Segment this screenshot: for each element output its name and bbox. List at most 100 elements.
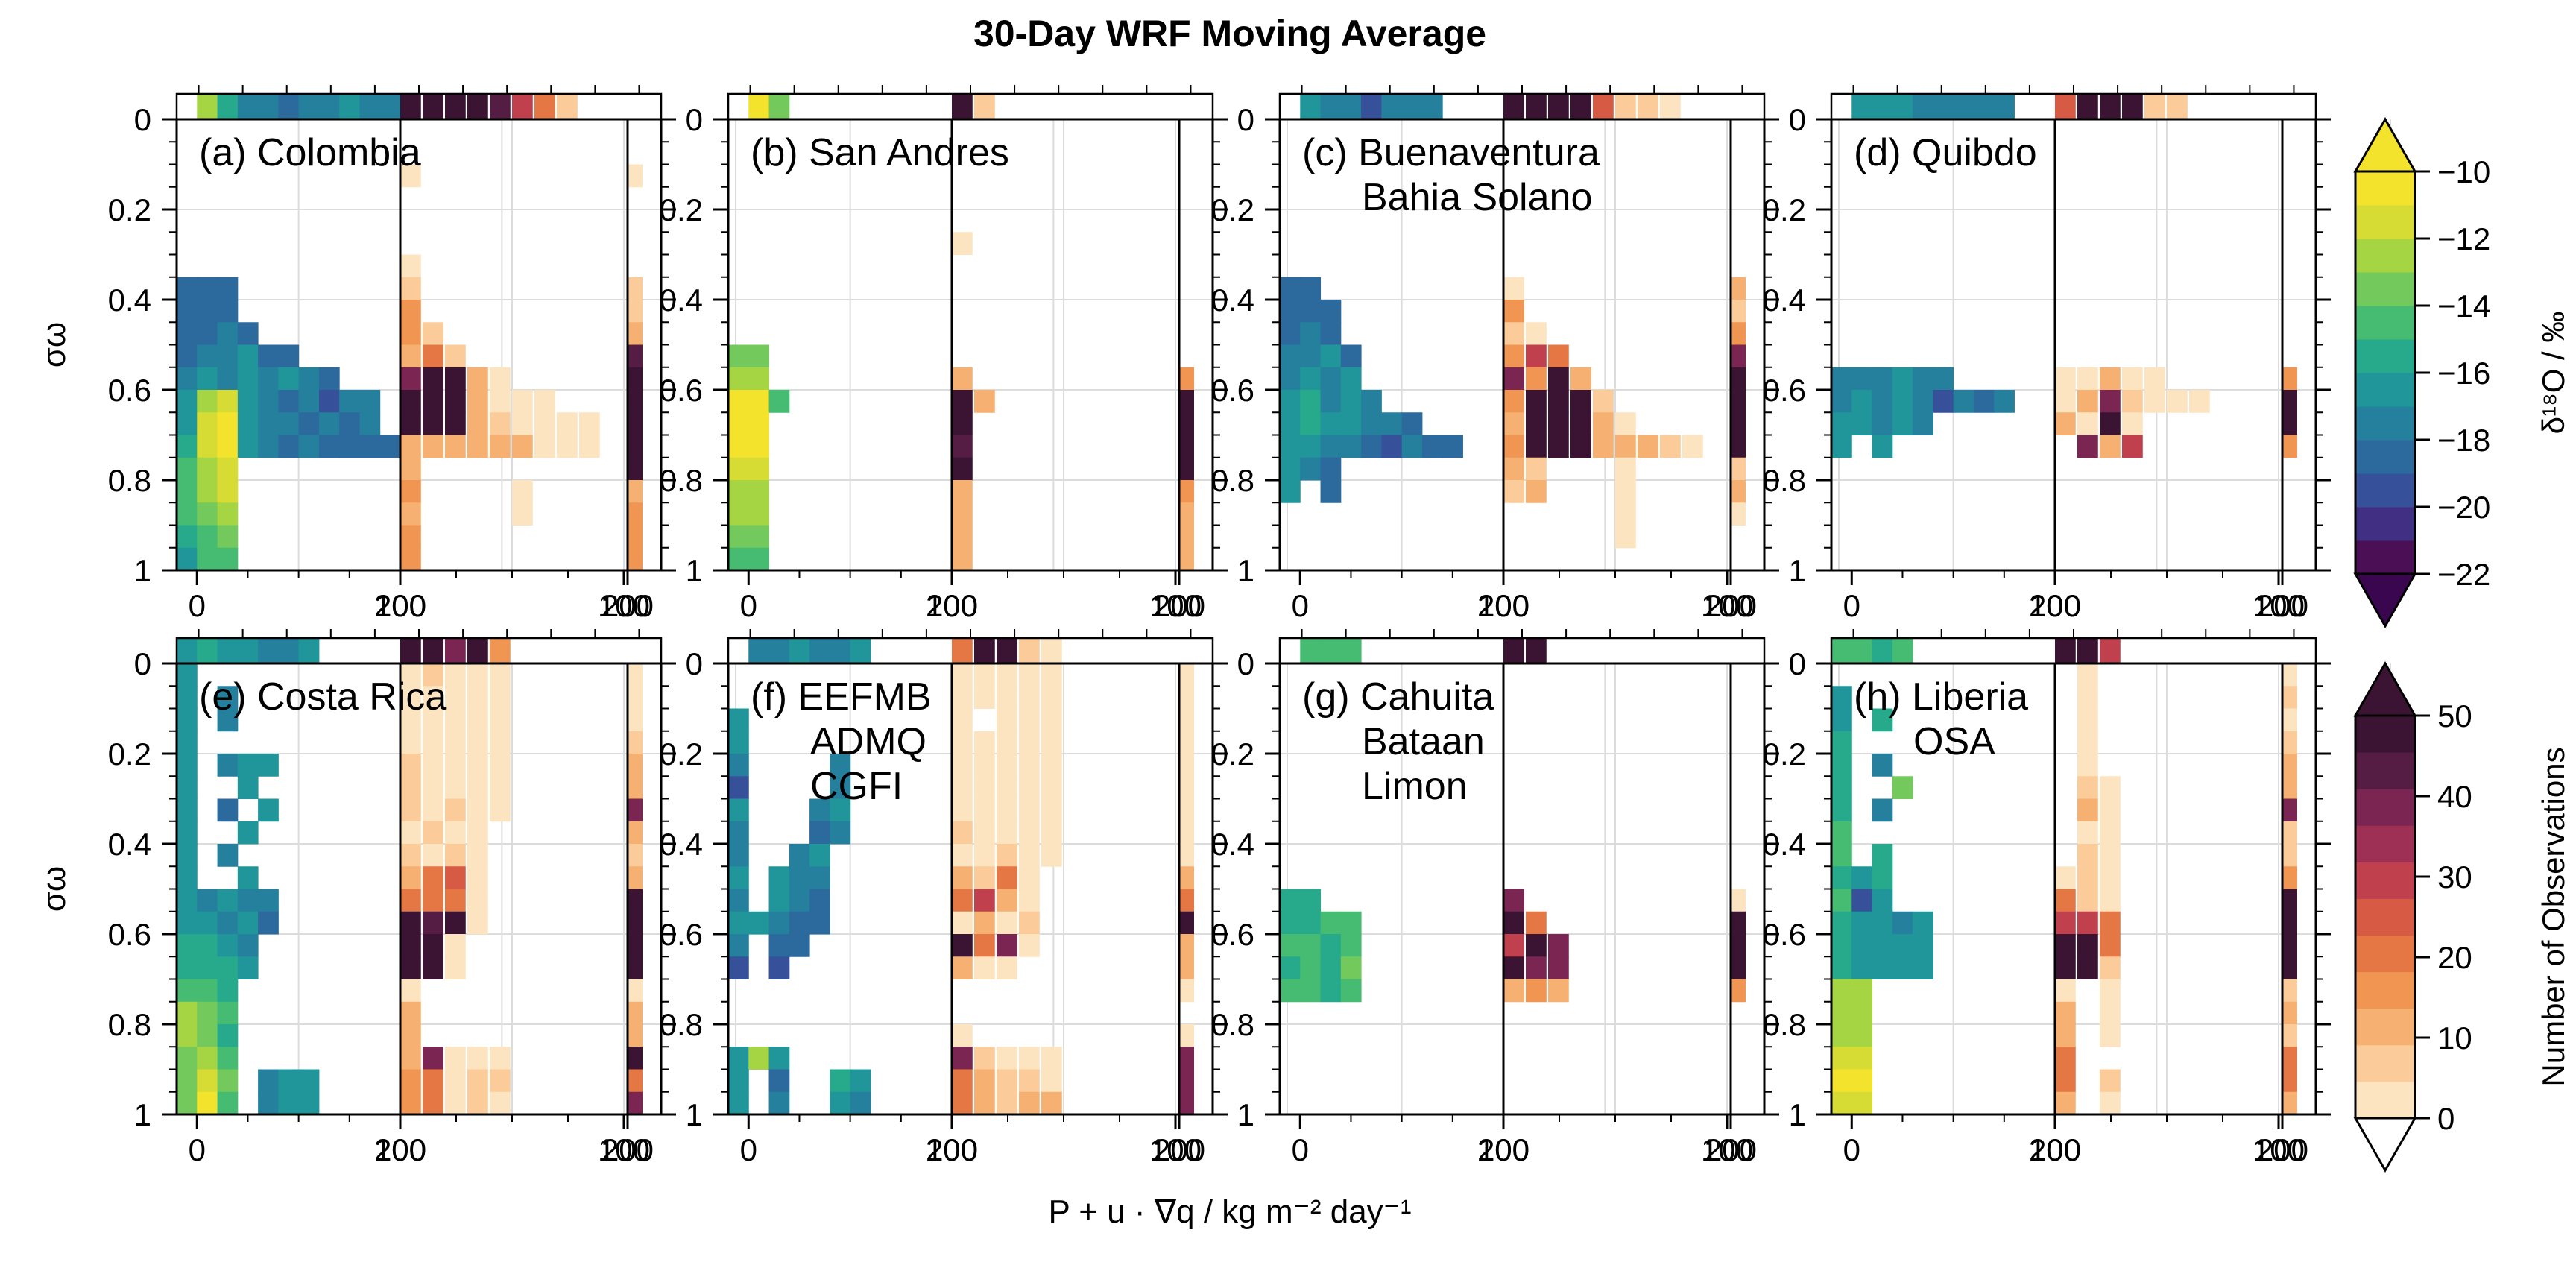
y-tick-label: 1 (1789, 553, 1806, 588)
marginal-cell (1179, 754, 1194, 777)
precip-cell (318, 412, 340, 435)
advection-cell (2055, 1091, 2076, 1115)
marginal-cell (628, 708, 643, 732)
precip-cell (237, 322, 259, 345)
precip-cell (728, 776, 749, 799)
precip-cell (177, 1069, 198, 1093)
advection-cell (2055, 412, 2076, 435)
precip-cell (177, 731, 198, 754)
advection-cell (423, 889, 443, 912)
precip-cell (217, 911, 239, 935)
precip-cell (1872, 708, 1893, 732)
precip-cell (1320, 322, 1342, 345)
precip-cell (1892, 412, 1913, 435)
advection-cell (952, 412, 973, 435)
y-tick-label: 0.2 (108, 192, 151, 227)
precip-cell (177, 1001, 198, 1025)
marginal-cell (1179, 708, 1194, 732)
x-tick-label: 200 (602, 1132, 654, 1167)
top-marginal-cell (830, 638, 851, 663)
precip-cell (1852, 1069, 1873, 1093)
precip-cell (177, 525, 198, 549)
marginal-cell (2282, 754, 2297, 777)
x-tick-label: 0 (189, 1132, 206, 1167)
marginal-cell (2282, 1091, 2297, 1115)
marginal-cell (1179, 1091, 1194, 1115)
precip-cell (1361, 435, 1382, 458)
advection-cell (400, 708, 421, 732)
advection-cell (467, 754, 488, 777)
advection-cell (952, 866, 973, 889)
colorbar-segment (2355, 406, 2415, 441)
advection-cell (997, 889, 1017, 912)
precip-cell (217, 502, 239, 526)
precip-cell (1280, 322, 1301, 345)
top-marginal-cell (1361, 94, 1382, 119)
precip-cell (217, 1024, 239, 1047)
marginal-cell (628, 344, 643, 368)
advection-cell (400, 1069, 421, 1093)
marginal-cell (2282, 663, 2297, 687)
precip-cell (728, 821, 749, 845)
colorbar-label: δ¹⁸O / ‰ (2536, 312, 2571, 435)
advection-cell (2077, 686, 2098, 709)
advection-cell (2077, 708, 2098, 732)
advection-cell (997, 754, 1017, 777)
advection-cell (445, 1091, 466, 1115)
precip-cell (197, 457, 218, 481)
colorbar-segment (2355, 898, 2415, 936)
precip-cell (217, 934, 239, 957)
x-tick-label: 200 (602, 588, 654, 623)
marginal-cell (1731, 412, 1746, 435)
precip-cell (748, 344, 770, 368)
advection-cell (997, 911, 1017, 935)
advection-cell (2077, 390, 2098, 413)
advection-cell (2122, 435, 2143, 458)
top-marginal-cell (237, 638, 259, 663)
precip-cell (1872, 956, 1893, 979)
advection-cell (952, 776, 973, 799)
precip-cell (177, 844, 198, 867)
advection-cell (2055, 956, 2076, 979)
precip-cell (1872, 390, 1893, 413)
precip-cell (1852, 911, 1873, 935)
colorbar-segment (2355, 239, 2415, 273)
advection-cell (445, 367, 466, 391)
advection-cell (579, 412, 600, 435)
advection-cell (2055, 1024, 2076, 1047)
top-marginal-cell (1320, 94, 1342, 119)
top-marginal-cell (1852, 94, 1873, 119)
advection-cell (2100, 979, 2121, 1003)
advection-cell (490, 708, 511, 732)
advection-cell (1019, 754, 1040, 777)
precip-cell (1300, 979, 1322, 1003)
colorbar-tick-label: −22 (2437, 557, 2490, 592)
precip-cell (217, 322, 239, 345)
marginal-cell (1179, 866, 1194, 889)
advection-cell (467, 844, 488, 867)
advection-cell (1019, 686, 1040, 709)
precip-cell (217, 412, 239, 435)
precip-cell (217, 1069, 239, 1093)
precip-cell (768, 934, 790, 957)
marginal-cell (1731, 344, 1746, 368)
advection-cell (423, 1047, 443, 1070)
marginal-cell (628, 525, 643, 549)
precip-cell (1300, 322, 1322, 345)
marginal-cell (1731, 480, 1746, 503)
precip-cell (768, 911, 790, 935)
advection-cell (2144, 367, 2165, 391)
precip-cell (830, 776, 851, 799)
advection-cell (2100, 412, 2121, 435)
top-marginal-cell (1401, 94, 1423, 119)
precip-cell (1913, 367, 1933, 391)
top-marginal-cell (1913, 94, 1933, 119)
top-marginal-bar (1830, 629, 2317, 665)
marginal-cell (628, 934, 643, 957)
advection-cell (445, 686, 466, 709)
advection-cell (400, 367, 421, 391)
x-tick-label: 100 (1149, 588, 1202, 623)
advection-cell (1615, 435, 1636, 458)
